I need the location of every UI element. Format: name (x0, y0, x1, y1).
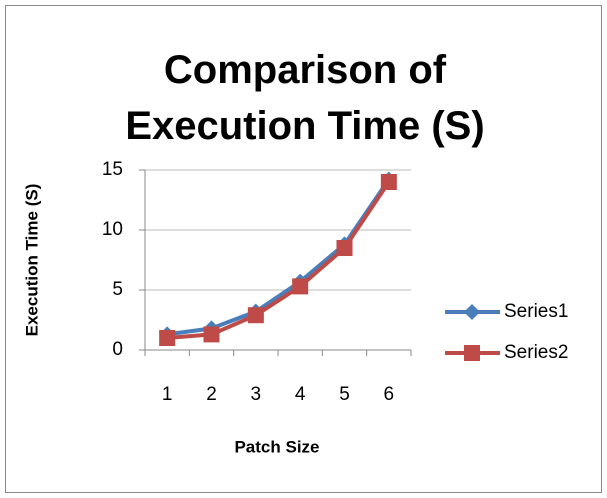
x-tick-label: 6 (384, 384, 395, 405)
legend-marker (464, 345, 480, 361)
y-tick-label: 15 (102, 159, 123, 180)
data-point (380, 174, 397, 190)
y-axis-label: Execution Time (S) (22, 184, 41, 337)
data-point (247, 307, 264, 324)
legend-marker (464, 304, 480, 320)
x-tick-label: 1 (162, 384, 173, 405)
x-axis-label: Patch Size (234, 437, 319, 456)
x-tick-label: 5 (339, 384, 350, 405)
series-line (167, 180, 391, 340)
x-tick-label: 2 (206, 384, 217, 405)
y-tick-label: 5 (112, 279, 123, 300)
x-tick-label: 4 (295, 384, 306, 405)
data-point (292, 278, 309, 295)
data-point (336, 240, 353, 256)
series-line (166, 178, 391, 337)
legend-label: Series1 (504, 301, 568, 322)
y-tick-label: 10 (102, 219, 123, 240)
x-tick-label: 3 (251, 384, 262, 405)
chart-border (5, 5, 602, 493)
chart-title: Comparison of Execution Time (S) (125, 48, 485, 148)
data-point (159, 330, 176, 346)
legend-label: Series2 (504, 342, 568, 363)
data-point (203, 326, 220, 343)
y-tick-label: 0 (112, 339, 123, 360)
